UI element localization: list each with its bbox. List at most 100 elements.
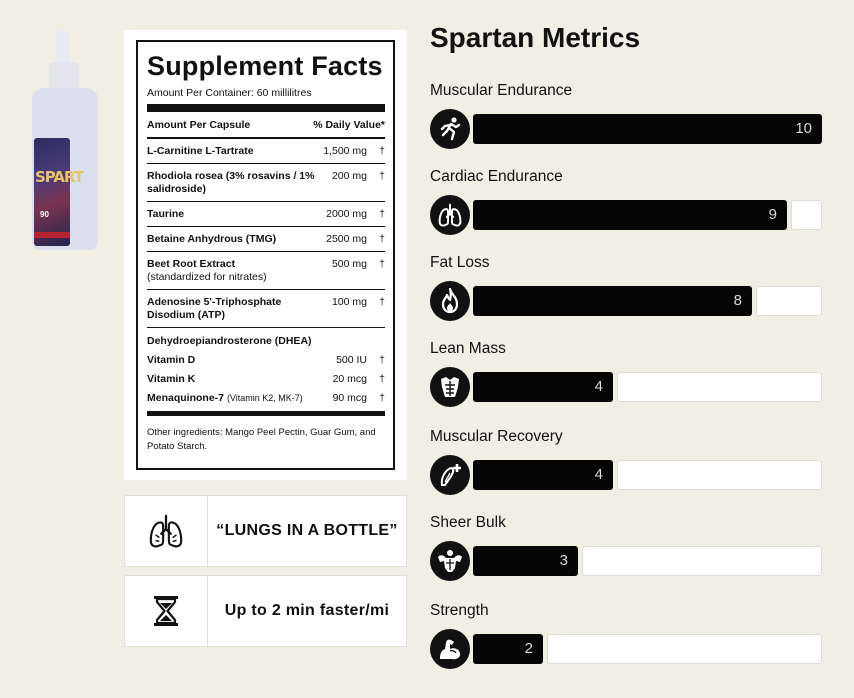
flame-icon (441, 288, 459, 314)
ingredient-amount: 1,500 mg (323, 145, 367, 157)
metric-fat-loss: Fat Loss 8 (430, 254, 822, 326)
supplement-facts-title: Supplement Facts (147, 51, 383, 81)
ingredient-name: Menaquinone-7 (Vitamin K2, MK-7) (147, 392, 315, 405)
bottle-brand-text: SPART (35, 168, 84, 186)
facts-row: Betaine Anhydrous (TMG) 2500 mg † (147, 227, 385, 252)
facts-row: Vitamin K 20 mcg † (147, 370, 385, 389)
metric-label: Sheer Bulk (430, 514, 506, 531)
ingredient-name: Vitamin D (147, 354, 196, 366)
metric-bar-track: 2 (473, 634, 822, 664)
callout-lungs: “LUNGS IN A BOTTLE” (124, 495, 407, 567)
metric-icon-badge (430, 455, 470, 495)
ingredient-name: Adenosine 5'-Triphosphate Disodium (ATP) (147, 296, 282, 321)
torso-icon (441, 377, 459, 397)
metric-bar-remainder (791, 200, 822, 230)
bottle-label: SPART 90 (34, 138, 84, 246)
daily-value-mark: † (379, 392, 385, 404)
ingredient-name: Betaine Anhydrous (TMG) (147, 233, 277, 245)
bottle-label-stripe (34, 232, 70, 238)
ingredient-name-main: Menaquinone-7 (147, 392, 225, 404)
metric-bar-track: 4 (473, 372, 822, 402)
metric-label: Muscular Recovery (430, 428, 563, 445)
metric-sheer-bulk: Sheer Bulk 3 (430, 514, 822, 586)
thick-divider (147, 411, 385, 416)
ingredient-amount: 500 mg (331, 258, 367, 270)
muscle-plus-icon (440, 464, 461, 486)
metric-lean-mass: Lean Mass 4 (430, 340, 822, 412)
ingredient-name: Vitamin K (147, 373, 196, 385)
facts-header-left: Amount Per Capsule (147, 119, 251, 131)
amount-per-container: Amount Per Container: 60 millilitres (147, 87, 312, 99)
callout-icon-cell (125, 576, 208, 646)
ingredient-name: L-Carnitine L-Tartrate (147, 145, 254, 157)
lungs-icon (149, 514, 183, 548)
facts-row: Beet Root Extract (standardized for nitr… (147, 252, 385, 290)
hourglass-icon (154, 596, 178, 626)
ingredient-amount: 2500 mg (326, 233, 367, 245)
bodybuilder-icon (438, 550, 462, 572)
ingredient-name: Taurine (147, 208, 185, 220)
facts-row: L-Carnitine L-Tartrate 1,500 mg † (147, 139, 385, 164)
metric-icon-badge (430, 367, 470, 407)
lungs-icon (438, 203, 462, 227)
ingredient-name-main: Beet Root Extract (147, 258, 236, 270)
product-bottle-image: SPART 90 (30, 30, 100, 252)
facts-group-title: Dehydroepiandrosterone (DHEA) (147, 335, 312, 347)
callout-icon-cell (125, 496, 208, 566)
metric-bar-track: 4 (473, 460, 822, 490)
callout-text: Up to 2 min faster/mi (224, 602, 390, 619)
ingredient-amount: 200 mg (331, 170, 367, 182)
metric-bar-fill: 4 (473, 460, 613, 490)
metric-bar-fill: 4 (473, 372, 613, 402)
facts-row: Rhodiola rosea (3% rosavins / 1% salidro… (147, 164, 385, 202)
metric-icon-badge (430, 195, 470, 235)
metric-muscular-recovery: Muscular Recovery 4 (430, 428, 822, 500)
dropper-bulb (56, 30, 70, 64)
supplement-facts-card: Supplement Facts Amount Per Container: 6… (124, 30, 407, 480)
facts-header: Amount Per Capsule % Daily Value* (147, 112, 385, 139)
flexed-arm-icon (440, 639, 461, 660)
facts-group-title-row: Dehydroepiandrosterone (DHEA) (147, 328, 385, 351)
bottle-body: SPART 90 (32, 88, 98, 250)
metric-bar-remainder (547, 634, 822, 664)
metrics-title: Spartan Metrics (430, 22, 641, 53)
metric-icon-badge (430, 281, 470, 321)
facts-header-right: % Daily Value* (313, 119, 385, 131)
ingredient-subtext: (standardized for nitrates) (147, 271, 267, 283)
daily-value-mark: † (379, 296, 385, 308)
ingredient-amount: 20 mcg (332, 373, 367, 385)
daily-value-mark: † (379, 233, 385, 245)
metric-bar-track: 9 (473, 200, 822, 230)
callout-speed: Up to 2 min faster/mi (124, 575, 407, 647)
metric-strength: Strength 2 (430, 602, 822, 674)
supplement-facts-panel: Supplement Facts Amount Per Container: 6… (136, 40, 395, 470)
dropper-neck (49, 62, 79, 90)
bottle-label-number: 90 (40, 210, 49, 219)
metric-label: Muscular Endurance (430, 82, 573, 99)
facts-row: Vitamin D 500 IU † (147, 351, 385, 370)
metric-bar-fill: 8 (473, 286, 752, 316)
metric-bar-track: 8 (473, 286, 822, 316)
daily-value-mark: † (379, 258, 385, 270)
metric-bar-remainder (582, 546, 822, 576)
facts-row: Taurine 2000 mg † (147, 202, 385, 227)
metric-icon-badge (430, 541, 470, 581)
ingredient-note: (Vitamin K2, MK-7) (226, 393, 303, 403)
daily-value-mark: † (379, 208, 385, 220)
metric-label: Lean Mass (430, 340, 506, 357)
facts-row: Menaquinone-7 (Vitamin K2, MK-7) 90 mcg † (147, 389, 385, 408)
callout-text: “LUNGS IN A BOTTLE” (216, 522, 398, 539)
daily-value-mark: † (379, 170, 385, 182)
ingredient-amount: 2000 mg (326, 208, 367, 220)
ingredient-name: Rhodiola rosea (3% rosavins / 1% salidro… (147, 170, 315, 195)
daily-value-mark: † (379, 354, 385, 366)
ingredient-amount: 100 mg (331, 296, 367, 308)
metric-label: Strength (430, 602, 489, 619)
ingredient-name: Beet Root Extract (standardized for nitr… (147, 258, 315, 284)
metric-bar-remainder (617, 460, 822, 490)
metric-label: Cardiac Endurance (430, 168, 563, 185)
metric-icon-badge (430, 109, 470, 149)
metric-bar-track: 10 (473, 114, 822, 144)
metric-bar-fill: 2 (473, 634, 543, 664)
daily-value-mark: † (379, 145, 385, 157)
